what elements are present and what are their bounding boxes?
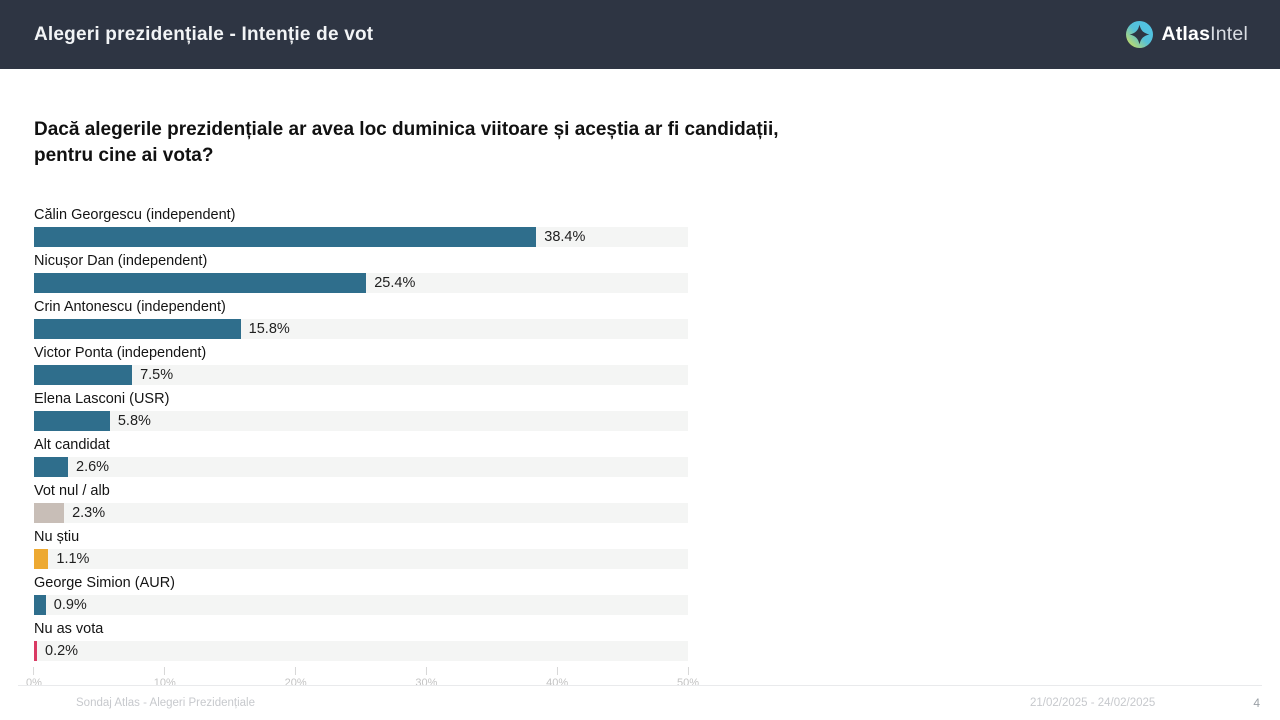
bar-value: 0.2% (45, 643, 79, 659)
bar-value: 25.4% (374, 275, 416, 291)
tick-mark (425, 667, 427, 675)
tick-label: 10% (153, 677, 176, 689)
footer-bar: Sondaj Atlas - Alegeri Prezidențiale 21/… (18, 685, 1262, 720)
bar-value: 0.9% (53, 597, 87, 613)
bar-row: Victor Ponta (independent) 7.5% (34, 345, 688, 385)
bar (34, 227, 537, 247)
tick-label: 0% (26, 677, 42, 689)
bar-row: Nicușor Dan (independent) 25.4% (34, 253, 688, 293)
x-axis-tick: 50% (677, 667, 699, 689)
bar-row: Crin Antonescu (independent) 15.8% (34, 299, 688, 339)
bar-row: Vot nul / alb 2.3% (34, 483, 688, 523)
bar-value: 2.3% (72, 505, 106, 521)
footer-date-range: 21/02/2025 - 24/02/2025 (1029, 697, 1156, 709)
tick-mark (33, 667, 35, 675)
bar-label: Elena Lasconi (USR) (34, 391, 170, 407)
x-axis-tick: 20% (285, 667, 307, 689)
x-axis-tick: 40% (546, 667, 568, 689)
bar-label: Călin Georgescu (independent) (34, 207, 236, 223)
bar-row: Alt candidat 2.6% (34, 437, 688, 477)
bar-track: 25.4% (34, 273, 688, 293)
bar-label: Crin Antonescu (independent) (34, 299, 226, 315)
page-title: Alegeri prezidențiale - Intenție de vot (34, 23, 374, 45)
bar-row: Nu as vota 0.2% (34, 621, 688, 661)
tick-mark (164, 667, 166, 675)
tick-label: 50% (676, 677, 700, 689)
bar (34, 641, 37, 661)
bar-value: 5.8% (117, 413, 151, 429)
bar-row: Nu știu 1.1% (34, 529, 688, 569)
poll-question: Dacă alegerile prezidențiale ar avea loc… (34, 119, 779, 166)
bar-value: 7.5% (140, 367, 174, 383)
bar (34, 365, 133, 385)
bar-value: 2.6% (76, 459, 110, 475)
bar (34, 273, 367, 293)
x-axis-tick: 30% (415, 667, 437, 689)
bar-label: Alt candidat (34, 437, 110, 453)
tick-label: 20% (284, 677, 307, 689)
bar (34, 411, 110, 431)
bar-value: 1.1% (56, 551, 90, 567)
bar (34, 503, 65, 523)
bar-rows: Călin Georgescu (independent) 38.4% Nicu… (34, 207, 688, 661)
bar-chart: Călin Georgescu (independent) 38.4% Nicu… (34, 207, 688, 661)
bar-label: Victor Ponta (independent) (34, 345, 207, 361)
bar-row: George Simion (AUR) 0.9% (34, 575, 688, 615)
bar-value: 15.8% (248, 321, 290, 337)
atlasintel-logo: AtlasIntel (1126, 21, 1248, 48)
tick-mark (556, 667, 558, 675)
x-axis-tick: 0% (26, 667, 42, 689)
footer-right: 21/02/2025 - 24/02/2025 4 (1030, 696, 1262, 710)
footer-source: Sondaj Atlas - Alegeri Prezidențiale (76, 697, 255, 709)
bar-track: 2.6% (34, 457, 688, 477)
tick-label: 40% (546, 677, 569, 689)
bar-track: 0.2% (34, 641, 688, 661)
brand-light: Intel (1210, 23, 1248, 45)
bar (34, 595, 46, 615)
bar-track: 5.8% (34, 411, 688, 431)
tick-label: 30% (415, 677, 438, 689)
header-bar: Alegeri prezidențiale - Intenție de vot … (0, 0, 1280, 69)
bar-label: Nu știu (34, 529, 80, 545)
tick-mark (687, 667, 689, 675)
bar (34, 457, 68, 477)
atlasintel-compass-icon (1126, 21, 1154, 48)
bar-row: Călin Georgescu (independent) 38.4% (34, 207, 688, 247)
page-number: 4 (1253, 696, 1260, 710)
bar-label: Nicușor Dan (independent) (34, 253, 208, 269)
x-axis-tick: 10% (154, 667, 176, 689)
brand-bold: Atlas (1161, 23, 1211, 45)
bar-label: Vot nul / alb (34, 483, 110, 499)
bar-track: 1.1% (34, 549, 688, 569)
bar-label: George Simion (AUR) (34, 575, 176, 591)
bar-row: Elena Lasconi (USR) 5.8% (34, 391, 688, 431)
atlasintel-wordmark: AtlasIntel (1161, 23, 1248, 46)
tick-mark (295, 667, 297, 675)
bar-track: 38.4% (34, 227, 688, 247)
bar (34, 549, 49, 569)
bar-track: 0.9% (34, 595, 688, 615)
bar-value: 38.4% (544, 229, 586, 245)
bar-track: 15.8% (34, 319, 688, 339)
bar-track: 7.5% (34, 365, 688, 385)
slide-content: Dacă alegerile prezidențiale ar avea loc… (0, 69, 1280, 720)
bar-label: Nu as vota (34, 621, 104, 637)
bar-track: 2.3% (34, 503, 688, 523)
x-axis: 0% 10% 20% 30% 40% 50% (26, 667, 699, 697)
bar (34, 319, 241, 339)
